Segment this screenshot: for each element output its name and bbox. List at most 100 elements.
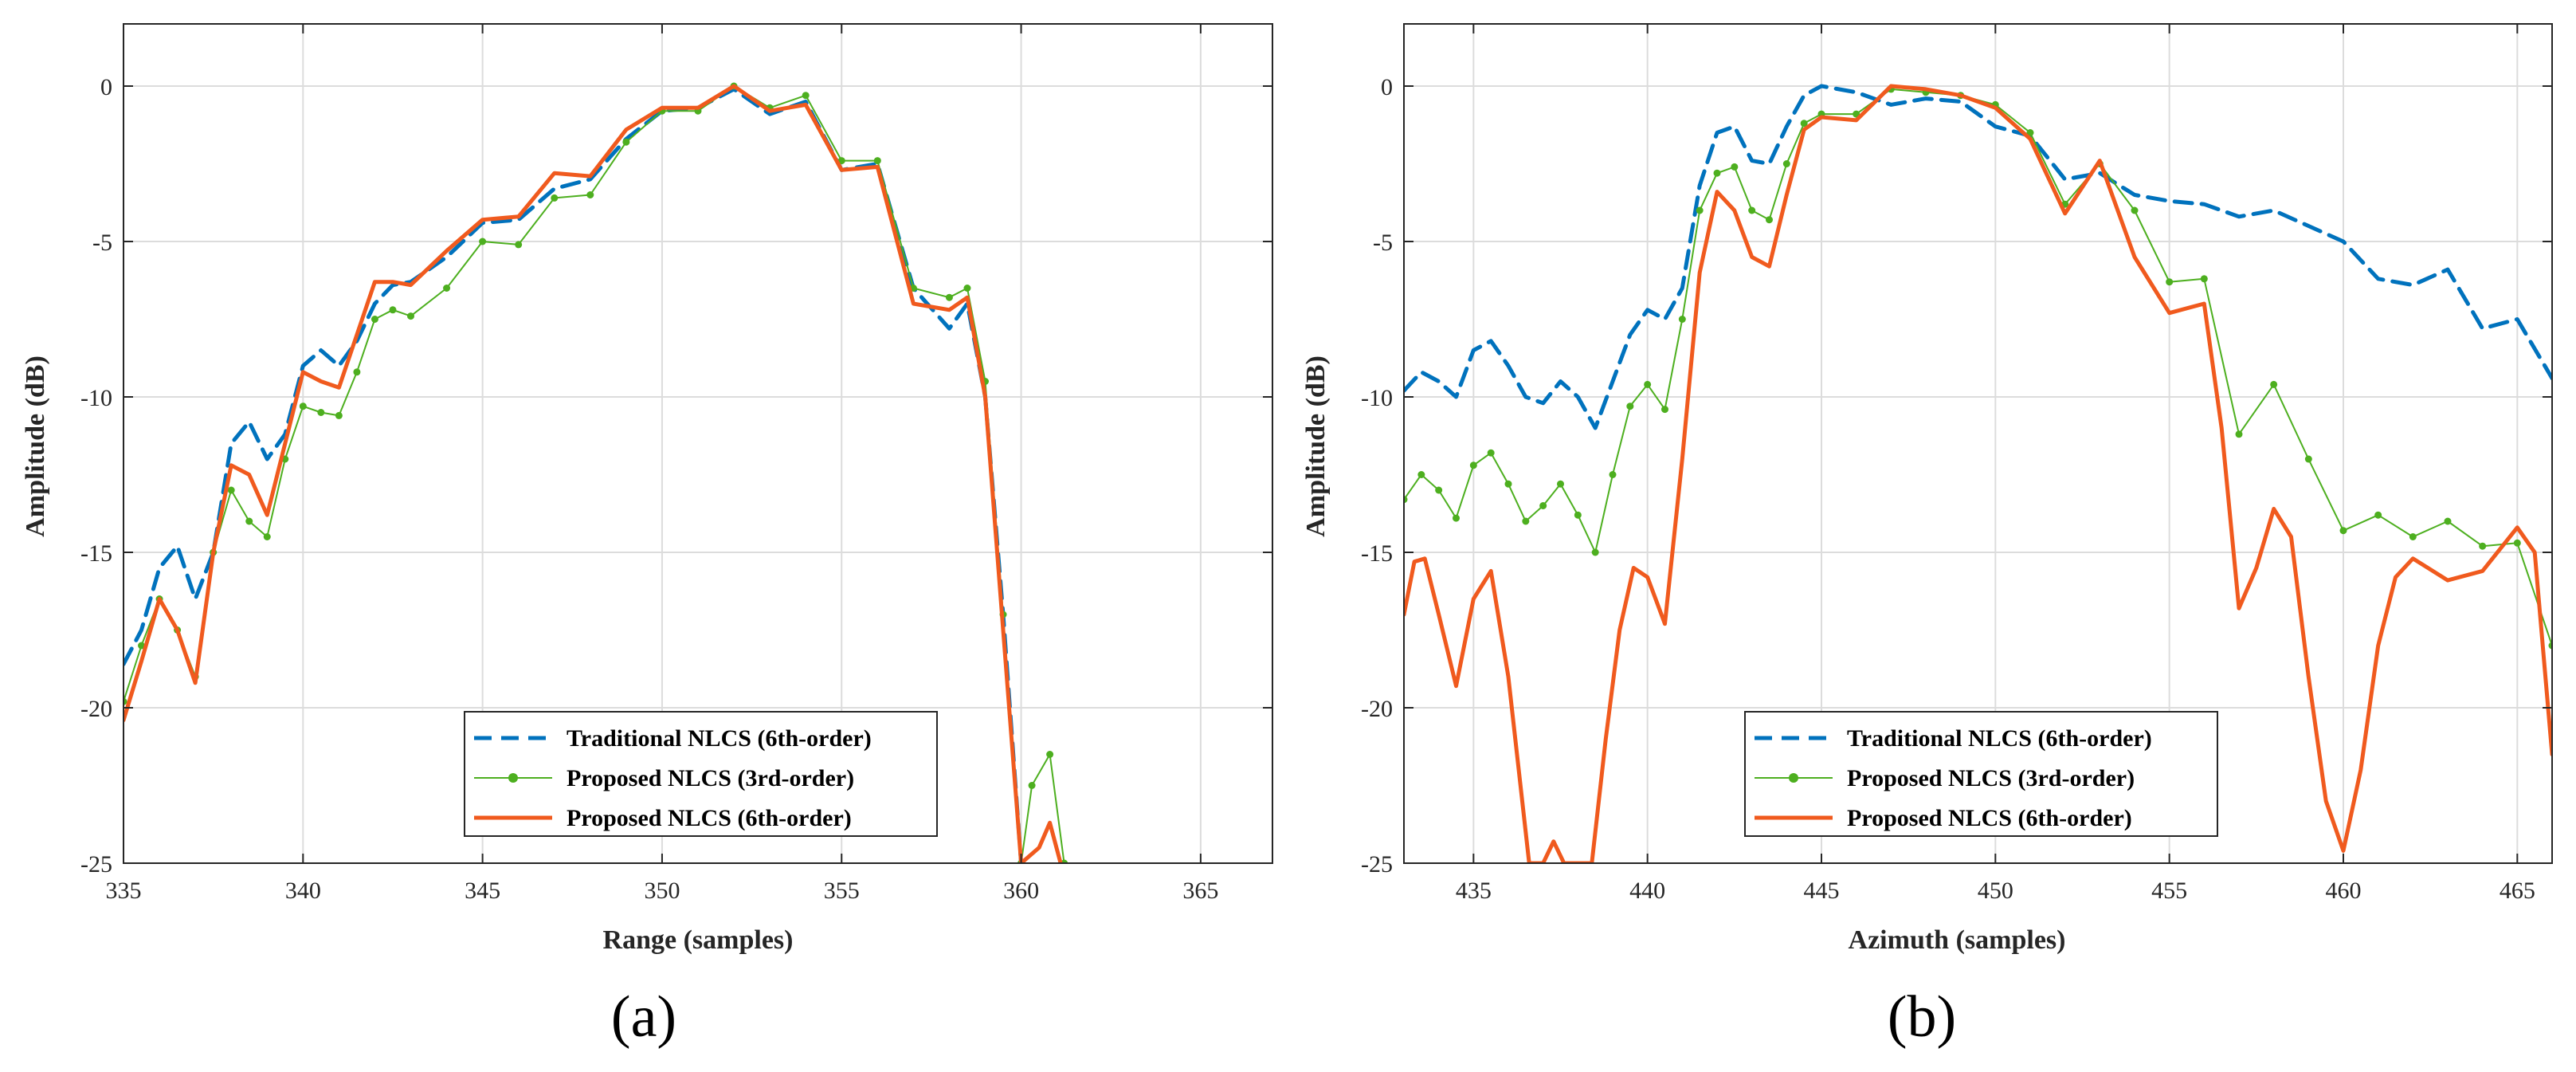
chart-a-series (124, 82, 1068, 863)
x-tick-label: 440 (1629, 878, 1665, 904)
series-marker (2200, 275, 2208, 283)
chart-b-panel-label: (b) (1888, 984, 1956, 1050)
legend-label-1: Proposed NLCS (3rd-order) (1847, 765, 2135, 791)
series-marker (124, 697, 127, 705)
series-marker (1487, 449, 1495, 457)
chart-a-legend: Traditional NLCS (6th-order) Proposed NLC… (464, 711, 938, 837)
x-tick-label: 360 (1003, 878, 1039, 904)
series-line-1 (1404, 88, 2552, 646)
series-marker (1591, 548, 1599, 556)
x-tick-label: 340 (285, 878, 321, 904)
series-marker (299, 402, 307, 410)
series-line-2 (124, 84, 1063, 863)
y-tick-label: 0 (1381, 74, 1393, 100)
series-marker (1417, 471, 1425, 478)
series-marker (1539, 502, 1547, 509)
series-marker (622, 138, 630, 146)
legend-box (464, 711, 938, 837)
series-marker (802, 92, 810, 100)
series-marker (837, 157, 845, 165)
series-marker (2479, 542, 2487, 550)
series-marker (1644, 380, 1652, 388)
series-marker (1626, 402, 1634, 410)
series-marker (1782, 160, 1790, 167)
series-marker (1609, 471, 1617, 478)
legend-box (1744, 711, 2218, 837)
series-marker (2409, 533, 2417, 540)
series-marker (353, 368, 361, 376)
x-tick-label: 460 (2326, 878, 2362, 904)
series-marker (2270, 380, 2278, 388)
series-marker (2444, 517, 2452, 525)
x-tick-label: 350 (644, 878, 680, 904)
chart-b-series (1404, 84, 2552, 863)
y-tick-label: -10 (1361, 385, 1393, 411)
legend-label-1: Proposed NLCS (3rd-order) (567, 765, 854, 791)
series-marker (2374, 511, 2382, 519)
y-tick-label: -25 (1361, 851, 1393, 878)
series-marker (2131, 206, 2139, 214)
series-marker (317, 409, 325, 416)
x-tick-label: 355 (824, 878, 860, 904)
y-tick-label: 0 (100, 74, 112, 100)
chart-a-plot-frame (123, 23, 1273, 864)
x-tick-label: 445 (1804, 878, 1840, 904)
legend-label-2: Proposed NLCS (6th-order) (1847, 805, 2132, 831)
series-marker (443, 285, 451, 292)
series-marker (945, 293, 953, 301)
series-marker (963, 285, 971, 292)
series-marker (1435, 486, 1443, 494)
legend-marker (1789, 773, 1798, 783)
series-marker (1696, 206, 1704, 214)
series-marker (1469, 461, 1477, 469)
x-tick-label: 435 (1456, 878, 1492, 904)
y-tick-label: -15 (1361, 540, 1393, 567)
x-tick-label: 450 (1978, 878, 2013, 904)
series-marker (2235, 430, 2243, 438)
series-marker (245, 517, 253, 525)
y-tick-label: -25 (80, 851, 112, 878)
series-marker (515, 241, 523, 249)
series-marker (2513, 539, 2521, 547)
series-line-2 (1404, 84, 2552, 863)
x-tick-label: 365 (1182, 878, 1218, 904)
series-marker (1504, 480, 1512, 488)
series-marker (1522, 517, 1530, 525)
series-line-0 (1404, 84, 2552, 430)
series-marker (1404, 496, 1408, 504)
y-tick-label: -20 (1361, 696, 1393, 722)
legend-label-0: Traditional NLCS (6th-order) (1847, 725, 2152, 752)
legend-label-0: Traditional NLCS (6th-order) (567, 725, 872, 752)
x-tick-label: 455 (2151, 878, 2187, 904)
chart-a-ticks: 335 340 345 350 355 360 365 0 -5 -10 -15 -20 -25 (80, 24, 1272, 904)
chart-b-ylabel: Amplitude (dB) (1301, 355, 1331, 537)
y-tick-label: -5 (92, 230, 112, 256)
series-marker (407, 312, 414, 320)
series-marker (335, 411, 343, 419)
series-marker (586, 191, 594, 198)
series-marker (1028, 782, 1036, 789)
chart-b: 435 440 445 450 455 460 465 0 -5 -10 -15 -20 -25 Azi… (1301, 23, 2553, 1050)
chart-a-ylabel: Amplitude (dB) (21, 355, 50, 537)
series-marker (1661, 406, 1668, 414)
series-marker (1713, 169, 1721, 177)
series-marker (2548, 642, 2552, 650)
series-marker (2026, 129, 2034, 136)
series-marker (263, 533, 271, 540)
chart-a: 335 340 345 350 355 360 365 0 -5 -10 -15 -20 -25 Ran… (21, 23, 1273, 1050)
y-tick-label: -10 (80, 385, 112, 411)
chart-b-plot-frame (1403, 23, 2553, 864)
series-marker (551, 194, 559, 202)
series-marker (1748, 206, 1756, 214)
series-marker (2339, 527, 2347, 535)
series-marker (138, 642, 146, 650)
series-marker (2166, 278, 2174, 286)
legend-marker (508, 773, 518, 783)
legend-label-2: Proposed NLCS (6th-order) (567, 805, 852, 831)
y-tick-label: -15 (80, 540, 112, 567)
series-marker (2304, 455, 2312, 463)
series-marker (1557, 480, 1564, 488)
series-marker (1574, 511, 1582, 519)
series-marker (1731, 163, 1739, 171)
series-marker (479, 238, 487, 245)
